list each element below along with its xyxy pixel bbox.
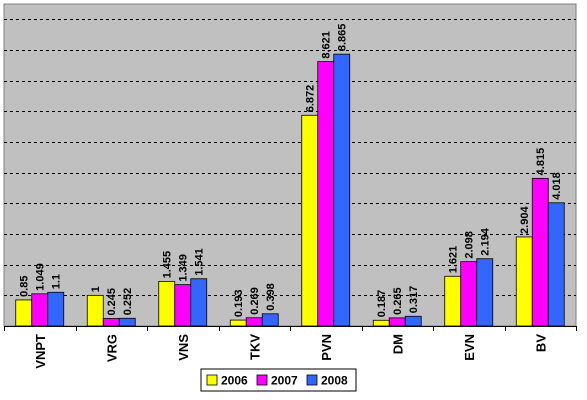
data-label-evn-2006: 1.621 bbox=[448, 246, 460, 274]
category-label-dm: DM bbox=[390, 334, 405, 354]
data-label-dm-2008: 0.317 bbox=[408, 286, 420, 314]
bar-dm-2007 bbox=[388, 317, 406, 327]
x-tick-marks bbox=[4, 326, 577, 331]
category-label-vns: VNS bbox=[176, 334, 191, 361]
data-label-tkv-2006: 0.193 bbox=[233, 290, 245, 318]
bar-pvn-2006 bbox=[301, 114, 319, 327]
data-label-vnpt-2007: 1.049 bbox=[35, 263, 47, 291]
bar-vrg-2006 bbox=[86, 294, 104, 327]
legend-swatch-2007 bbox=[256, 374, 268, 386]
category-label-evn: EVN bbox=[462, 334, 477, 361]
data-label-bv-2007: 4.815 bbox=[535, 148, 547, 176]
legend-label-2007: 2007 bbox=[271, 374, 298, 388]
data-label-vns-2007: 1.349 bbox=[178, 254, 190, 282]
legend-box bbox=[200, 368, 357, 392]
data-label-vrg-2006: 1 bbox=[90, 286, 102, 292]
bar-vrg-2007 bbox=[102, 318, 120, 327]
data-label-pvn-2008: 8.865 bbox=[337, 24, 349, 52]
bar-bv-2007 bbox=[531, 177, 549, 327]
data-label-evn-2008: 2.194 bbox=[480, 227, 492, 255]
data-label-pvn-2006: 6.872 bbox=[305, 85, 317, 113]
data-label-vrg-2007: 0.245 bbox=[106, 288, 118, 316]
bar-vnpt-2007 bbox=[31, 293, 49, 327]
bar-vnpt-2006 bbox=[15, 299, 33, 327]
data-label-tkv-2007: 0.269 bbox=[249, 287, 261, 315]
bar-tkv-2007 bbox=[245, 317, 263, 327]
bar-bv-2008 bbox=[547, 202, 565, 327]
data-label-dm-2006: 0.187 bbox=[376, 290, 388, 318]
category-labels-group: VNPT VRG VNS TKV PVN DM EVN BV bbox=[33, 334, 549, 369]
bar-pvn-2007 bbox=[317, 61, 335, 327]
bar-vrg-2008 bbox=[118, 317, 136, 327]
data-label-dm-2007: 0.265 bbox=[392, 287, 404, 315]
data-label-vnpt-2006: 0.85 bbox=[19, 276, 31, 297]
bar-evn-2006 bbox=[444, 275, 462, 327]
data-label-vns-2008: 1.541 bbox=[194, 248, 206, 276]
data-label-pvn-2007: 8.621 bbox=[321, 31, 333, 59]
legend-label-2008: 2008 bbox=[321, 374, 348, 388]
bar-vnpt-2008 bbox=[47, 291, 65, 327]
bars-group bbox=[15, 53, 565, 327]
bar-bv-2006 bbox=[515, 236, 533, 327]
bar-tkv-2008 bbox=[261, 313, 279, 327]
category-label-bv: BV bbox=[533, 334, 548, 352]
bar-evn-2007 bbox=[460, 261, 478, 327]
bar-vns-2006 bbox=[158, 280, 176, 327]
category-label-pvn: PVN bbox=[319, 334, 334, 361]
legend: 2006 2007 2008 bbox=[200, 368, 357, 392]
bar-evn-2008 bbox=[476, 258, 494, 327]
category-label-tkv: TKV bbox=[247, 334, 262, 360]
bar-vns-2007 bbox=[174, 284, 192, 327]
category-label-vrg: VRG bbox=[104, 334, 119, 362]
bar-dm-2006 bbox=[372, 319, 390, 327]
data-label-vrg-2008: 0.252 bbox=[122, 288, 134, 316]
data-labels-group: 0.85 1.049 1.1 1 0.245 0.252 1.455 1.349 1.541 0.… bbox=[19, 24, 564, 318]
bar-dm-2008 bbox=[404, 315, 422, 327]
data-label-bv-2006: 2.904 bbox=[519, 206, 531, 234]
data-label-tkv-2008: 0.398 bbox=[265, 283, 277, 311]
bar-tkv-2006 bbox=[229, 319, 247, 327]
bar-pvn-2008 bbox=[333, 53, 351, 327]
bar-vns-2008 bbox=[190, 278, 208, 327]
data-label-vns-2006: 1.455 bbox=[162, 251, 174, 279]
data-label-vnpt-2008: 1.1 bbox=[51, 274, 63, 289]
legend-swatch-2006 bbox=[206, 374, 218, 386]
legend-swatch-2008 bbox=[306, 374, 318, 386]
legend-label-2006: 2006 bbox=[221, 374, 248, 388]
category-label-vnpt: VNPT bbox=[33, 334, 48, 369]
data-label-evn-2007: 2.098 bbox=[464, 231, 476, 259]
data-label-bv-2008: 4.018 bbox=[551, 172, 563, 200]
